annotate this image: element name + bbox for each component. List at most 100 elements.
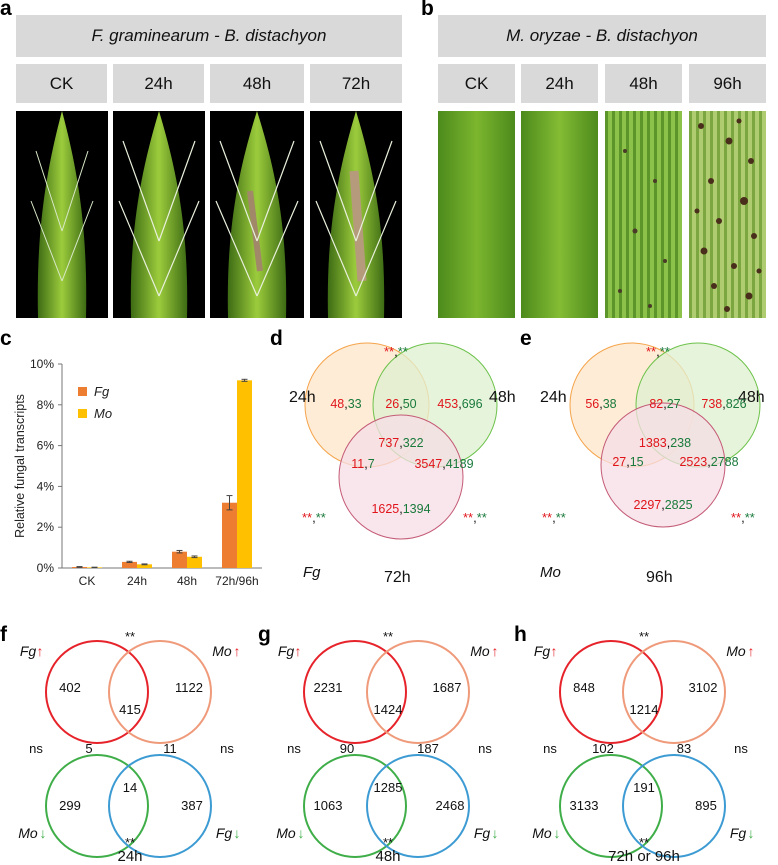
label-mo-down: Mo (18, 825, 38, 841)
up-arrow-icon: ↑ (492, 643, 499, 659)
value-mo-up-only: 1687 (433, 680, 462, 695)
time-label-h: 72h or 96h (608, 848, 680, 865)
venn-d-ab: 26,50 (385, 397, 416, 411)
leaf-photo-48h (605, 111, 682, 318)
venn-d-circle-bottom (338, 414, 464, 540)
value-left-overlap: 102 (592, 741, 614, 756)
spike-photo-24h (113, 111, 205, 318)
venn-d-circles (304, 342, 498, 540)
x-tick-label: 72h/96h (215, 574, 258, 588)
leaf-photo-ck (438, 111, 515, 318)
sig-bottom: ** (383, 835, 393, 850)
value-fg-up-only: 402 (59, 680, 81, 695)
legend-label: Mo (94, 406, 112, 421)
panel-label-a: a (0, 0, 12, 20)
label-fg-up: Fg (278, 643, 295, 659)
value-left-overlap: 90 (340, 741, 354, 756)
y-tick-label: 4% (37, 479, 55, 493)
value-up-overlap: 1214 (630, 702, 659, 717)
venn-e-bc: 2523,2788 (679, 455, 738, 469)
venn-d-a-only: 48,33 (330, 397, 361, 411)
sig-bottom: ** (125, 835, 135, 850)
value-fg-down-only: 895 (695, 798, 717, 813)
svg-text:**,**: **,** (463, 510, 487, 525)
bar-mo (187, 556, 202, 568)
label-fg-down: Fg (216, 825, 233, 841)
venn-d-sig-right-down: ** (477, 510, 487, 525)
panel-label-c: c (0, 327, 12, 350)
value-right-overlap: 187 (417, 741, 439, 756)
venn-e-circles (569, 342, 761, 528)
venn-e-label-bottom: 96h (646, 569, 673, 586)
up-arrow-icon: ↑ (37, 643, 44, 659)
circle-fg-down (108, 754, 212, 858)
venn-d-label-right: 48h (489, 389, 516, 406)
down-arrow-icon: ↓ (492, 825, 499, 841)
down-arrow-icon: ↓ (554, 825, 561, 841)
venn-d-bc: 3547,4189 (414, 457, 473, 471)
venn-d-sig-top-up: ** (384, 344, 394, 359)
svg-text:**,**: **,** (542, 510, 566, 525)
value-mo-down-only: 1063 (314, 798, 343, 813)
label-fg-up: Fg (20, 643, 37, 659)
y-tick-label: 8% (37, 398, 55, 412)
value-up-overlap: 1424 (374, 702, 403, 717)
value-right-overlap: 11 (163, 741, 177, 756)
venn-d-values: 48,33 26,50 453,696 737,322 11,7 3547,41… (330, 397, 482, 516)
value-fg-down-only: 387 (181, 798, 203, 813)
x-tick-label: CK (79, 574, 96, 588)
panel-b-tp-48h: 48h (605, 64, 682, 103)
venn-d-species: Fg (303, 564, 321, 581)
venn-e-species: Mo (540, 564, 561, 581)
legend-swatch (78, 387, 87, 396)
value-mo-down-only: 3133 (570, 798, 599, 813)
leaf-photo-24h (521, 111, 598, 318)
venn-d-sig-marks: **,** **,** **,** (302, 344, 487, 525)
value-down-overlap: 14 (123, 780, 137, 795)
panel-a-tp-48h: 48h (210, 64, 304, 103)
venn-d-label-bottom: 72h (384, 569, 411, 586)
circle-fg-up (559, 640, 663, 744)
down-arrow-icon: ↓ (298, 825, 305, 841)
panel-label-d: d (270, 327, 283, 350)
legend-label: Fg (94, 384, 110, 399)
spike-photo-48h (210, 111, 304, 318)
sig-top: ** (383, 629, 393, 644)
panel-label-g: g (258, 623, 271, 646)
label-fg-down: Fg (474, 825, 491, 841)
ns-left: ns (29, 741, 43, 756)
up-arrow-icon: ↑ (295, 643, 302, 659)
panel-label-h: h (514, 623, 527, 646)
down-arrow-icon: ↓ (40, 825, 47, 841)
svg-text:**,**: **,** (384, 344, 408, 359)
svg-text:**,**: **,** (302, 510, 326, 525)
venn-e-b-only: 738,826 (701, 397, 746, 411)
value-left-overlap: 5 (85, 741, 92, 756)
bar-fg (122, 561, 137, 568)
ns-right: ns (734, 741, 748, 756)
ns-left: ns (543, 741, 557, 756)
panel-label-e: e (520, 327, 532, 350)
up-arrow-icon: ↑ (748, 643, 755, 659)
circle-mo-up (366, 640, 470, 744)
venn-e-c-only: 2297,2825 (633, 498, 692, 512)
panel-b-tp-24h: 24h (521, 64, 598, 103)
value-mo-up-only: 3102 (689, 680, 718, 695)
venn-e-sig-right-up: ** (731, 510, 741, 525)
panel-b-tp-ck: CK (438, 64, 515, 103)
sig-top: ** (639, 629, 649, 644)
panel-label-f: f (0, 623, 7, 646)
venn-d-sig-left-down: ** (316, 510, 326, 525)
label-mo-up: Mo (212, 643, 232, 659)
venn-e-values: 56,38 82,27 738,826 1383,238 27,15 2523,… (585, 397, 746, 512)
svg-text:**,**: **,** (646, 344, 670, 359)
venn-e-sig-top-down: ** (660, 344, 670, 359)
panel-a-title: F. graminearum - B. distachyon (16, 15, 402, 57)
venn-d-c-only: 1625,1394 (371, 502, 430, 516)
value-fg-down-only: 2468 (436, 798, 465, 813)
venn-d-label-left: 24h (289, 389, 316, 406)
venn-e-circle-bottom (600, 402, 726, 528)
